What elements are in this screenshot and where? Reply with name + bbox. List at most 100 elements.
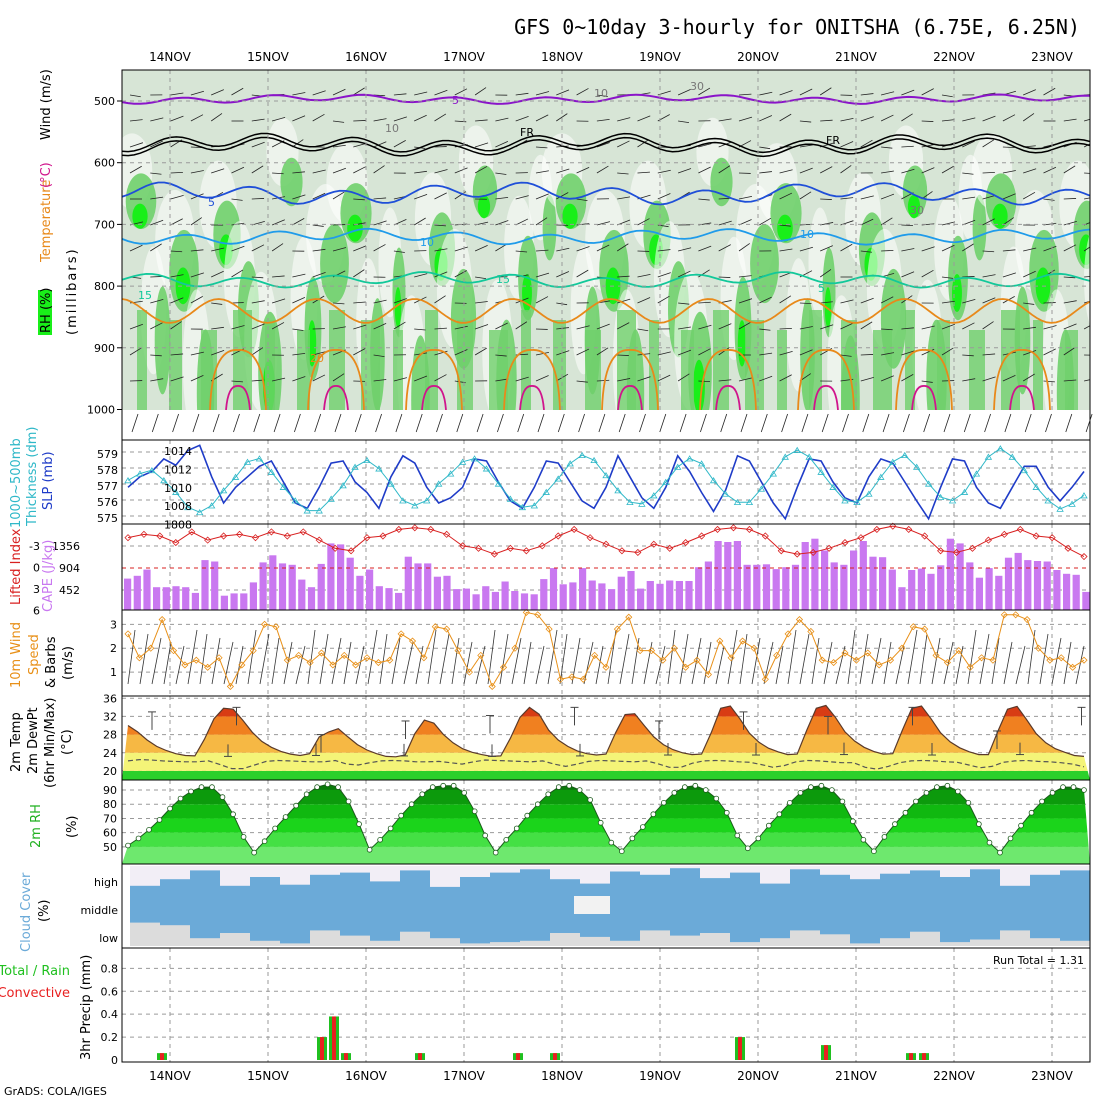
thickness-tick-label: 579 bbox=[97, 448, 118, 461]
thickness-point bbox=[673, 463, 682, 470]
wind-barb bbox=[170, 171, 183, 174]
wind-barb bbox=[170, 194, 184, 200]
rh-point bbox=[808, 784, 814, 790]
wind-barb bbox=[556, 271, 570, 278]
cloud-high-gap bbox=[490, 866, 520, 873]
wind-speed-point bbox=[272, 623, 280, 631]
lifted-index-point bbox=[937, 547, 945, 555]
rh-low-streak bbox=[457, 320, 473, 410]
cape-bar bbox=[840, 564, 848, 610]
thickness-point bbox=[889, 458, 897, 465]
wind-barb bbox=[393, 298, 407, 304]
thickness-point bbox=[482, 465, 491, 472]
temperature-label: Temperature bbox=[39, 180, 54, 263]
isotherm-25-dome bbox=[503, 349, 561, 410]
wind-barb bbox=[535, 375, 549, 382]
thickness-point bbox=[984, 453, 993, 460]
wind-barb bbox=[738, 321, 751, 330]
wind-barb bbox=[799, 302, 812, 305]
rh-point bbox=[839, 798, 846, 805]
wind-speed-point bbox=[181, 661, 189, 669]
temperature-panel: 36 32 28 24 20 2m Temp 2m DewPt (6hr Min/Max… bbox=[9, 692, 1091, 788]
cloud-high-gap bbox=[160, 866, 190, 880]
contour-label: 5 bbox=[208, 196, 215, 209]
wind-barb bbox=[190, 374, 204, 382]
rh-contour-core bbox=[952, 273, 962, 313]
surface-barb bbox=[639, 413, 646, 433]
wind-speed-point bbox=[898, 644, 906, 652]
wind-barb bbox=[150, 117, 164, 122]
wind-barb bbox=[199, 633, 208, 685]
temp-unit-label: (°C) bbox=[60, 729, 75, 755]
thickness-point bbox=[566, 460, 574, 467]
thickness-point bbox=[841, 497, 849, 504]
wind-speed-point bbox=[943, 658, 951, 667]
isotherm-10 bbox=[122, 227, 1090, 246]
cape-bar bbox=[859, 541, 867, 610]
wind-barb bbox=[860, 297, 874, 304]
isotherm-30-dome bbox=[323, 385, 349, 410]
run-total: Run Total = 1.31 bbox=[993, 954, 1084, 967]
lifted-index-point bbox=[729, 524, 738, 532]
thickness-point bbox=[172, 488, 180, 495]
precip-convective-bar bbox=[320, 1037, 324, 1060]
wind-barb bbox=[413, 217, 426, 226]
cape-bar bbox=[1004, 557, 1013, 610]
rh-low-streak bbox=[425, 310, 438, 410]
wind-barb bbox=[667, 629, 676, 685]
wind-barb bbox=[211, 349, 225, 356]
wind-barb bbox=[393, 116, 407, 122]
wind-barb bbox=[617, 140, 630, 148]
upper-air-grid bbox=[122, 70, 1090, 410]
thickness-tick-label: 578 bbox=[97, 464, 118, 477]
surface-barb bbox=[700, 413, 707, 433]
cape-bar bbox=[1033, 561, 1042, 610]
rh-low-streak bbox=[681, 330, 694, 410]
wind-speed-point bbox=[420, 654, 428, 662]
wind-barb bbox=[576, 348, 590, 356]
wind-barb bbox=[332, 120, 345, 123]
wind-barb bbox=[820, 324, 834, 330]
wind-barb bbox=[312, 248, 326, 252]
lifted-index-point bbox=[1016, 525, 1024, 533]
wind-barb bbox=[1063, 244, 1077, 252]
wind-barb bbox=[596, 165, 609, 174]
wind-barb bbox=[454, 349, 468, 356]
rh-point bbox=[387, 825, 394, 832]
date-label-bottom: 16NOV bbox=[345, 1069, 387, 1083]
wind-speed-point bbox=[795, 615, 804, 624]
rh-point bbox=[1081, 787, 1087, 793]
wind-barb bbox=[292, 92, 306, 96]
surface-barb bbox=[1004, 413, 1012, 433]
rh-contour-core bbox=[824, 287, 832, 328]
cape-bar bbox=[714, 541, 722, 610]
wind-barb bbox=[811, 637, 820, 685]
wind-barb bbox=[272, 172, 284, 175]
wind-unit-label: (m/s) bbox=[61, 646, 76, 680]
thickness-point bbox=[351, 463, 359, 470]
wind-barb bbox=[779, 192, 793, 200]
cape-bar bbox=[201, 560, 209, 610]
cloud-high-label: high bbox=[94, 876, 118, 889]
wind-barb bbox=[738, 275, 752, 278]
cloud-high-gap bbox=[730, 866, 760, 873]
cloud-high-gap bbox=[220, 866, 250, 886]
precip-convective-bar bbox=[344, 1053, 348, 1060]
wind-barb bbox=[535, 272, 550, 278]
wind-speed-point bbox=[568, 673, 576, 681]
thickness-point bbox=[243, 458, 252, 465]
wind-barb bbox=[739, 633, 748, 685]
wind-speed-point bbox=[1080, 656, 1088, 664]
rh-contour-core bbox=[132, 203, 148, 229]
wind-barb bbox=[982, 139, 995, 148]
wind-barb bbox=[1022, 373, 1035, 382]
wind-barb bbox=[211, 247, 225, 252]
thickness-point bbox=[924, 480, 933, 487]
wind-barb bbox=[617, 354, 629, 356]
wind-speed-point bbox=[693, 656, 701, 664]
wind-barb bbox=[738, 377, 753, 382]
contour-label: 10 bbox=[800, 228, 814, 241]
isotherm-25-dome bbox=[1092, 350, 1100, 410]
cape-bar bbox=[404, 556, 412, 610]
wind-speed-label: Speed bbox=[27, 634, 42, 675]
